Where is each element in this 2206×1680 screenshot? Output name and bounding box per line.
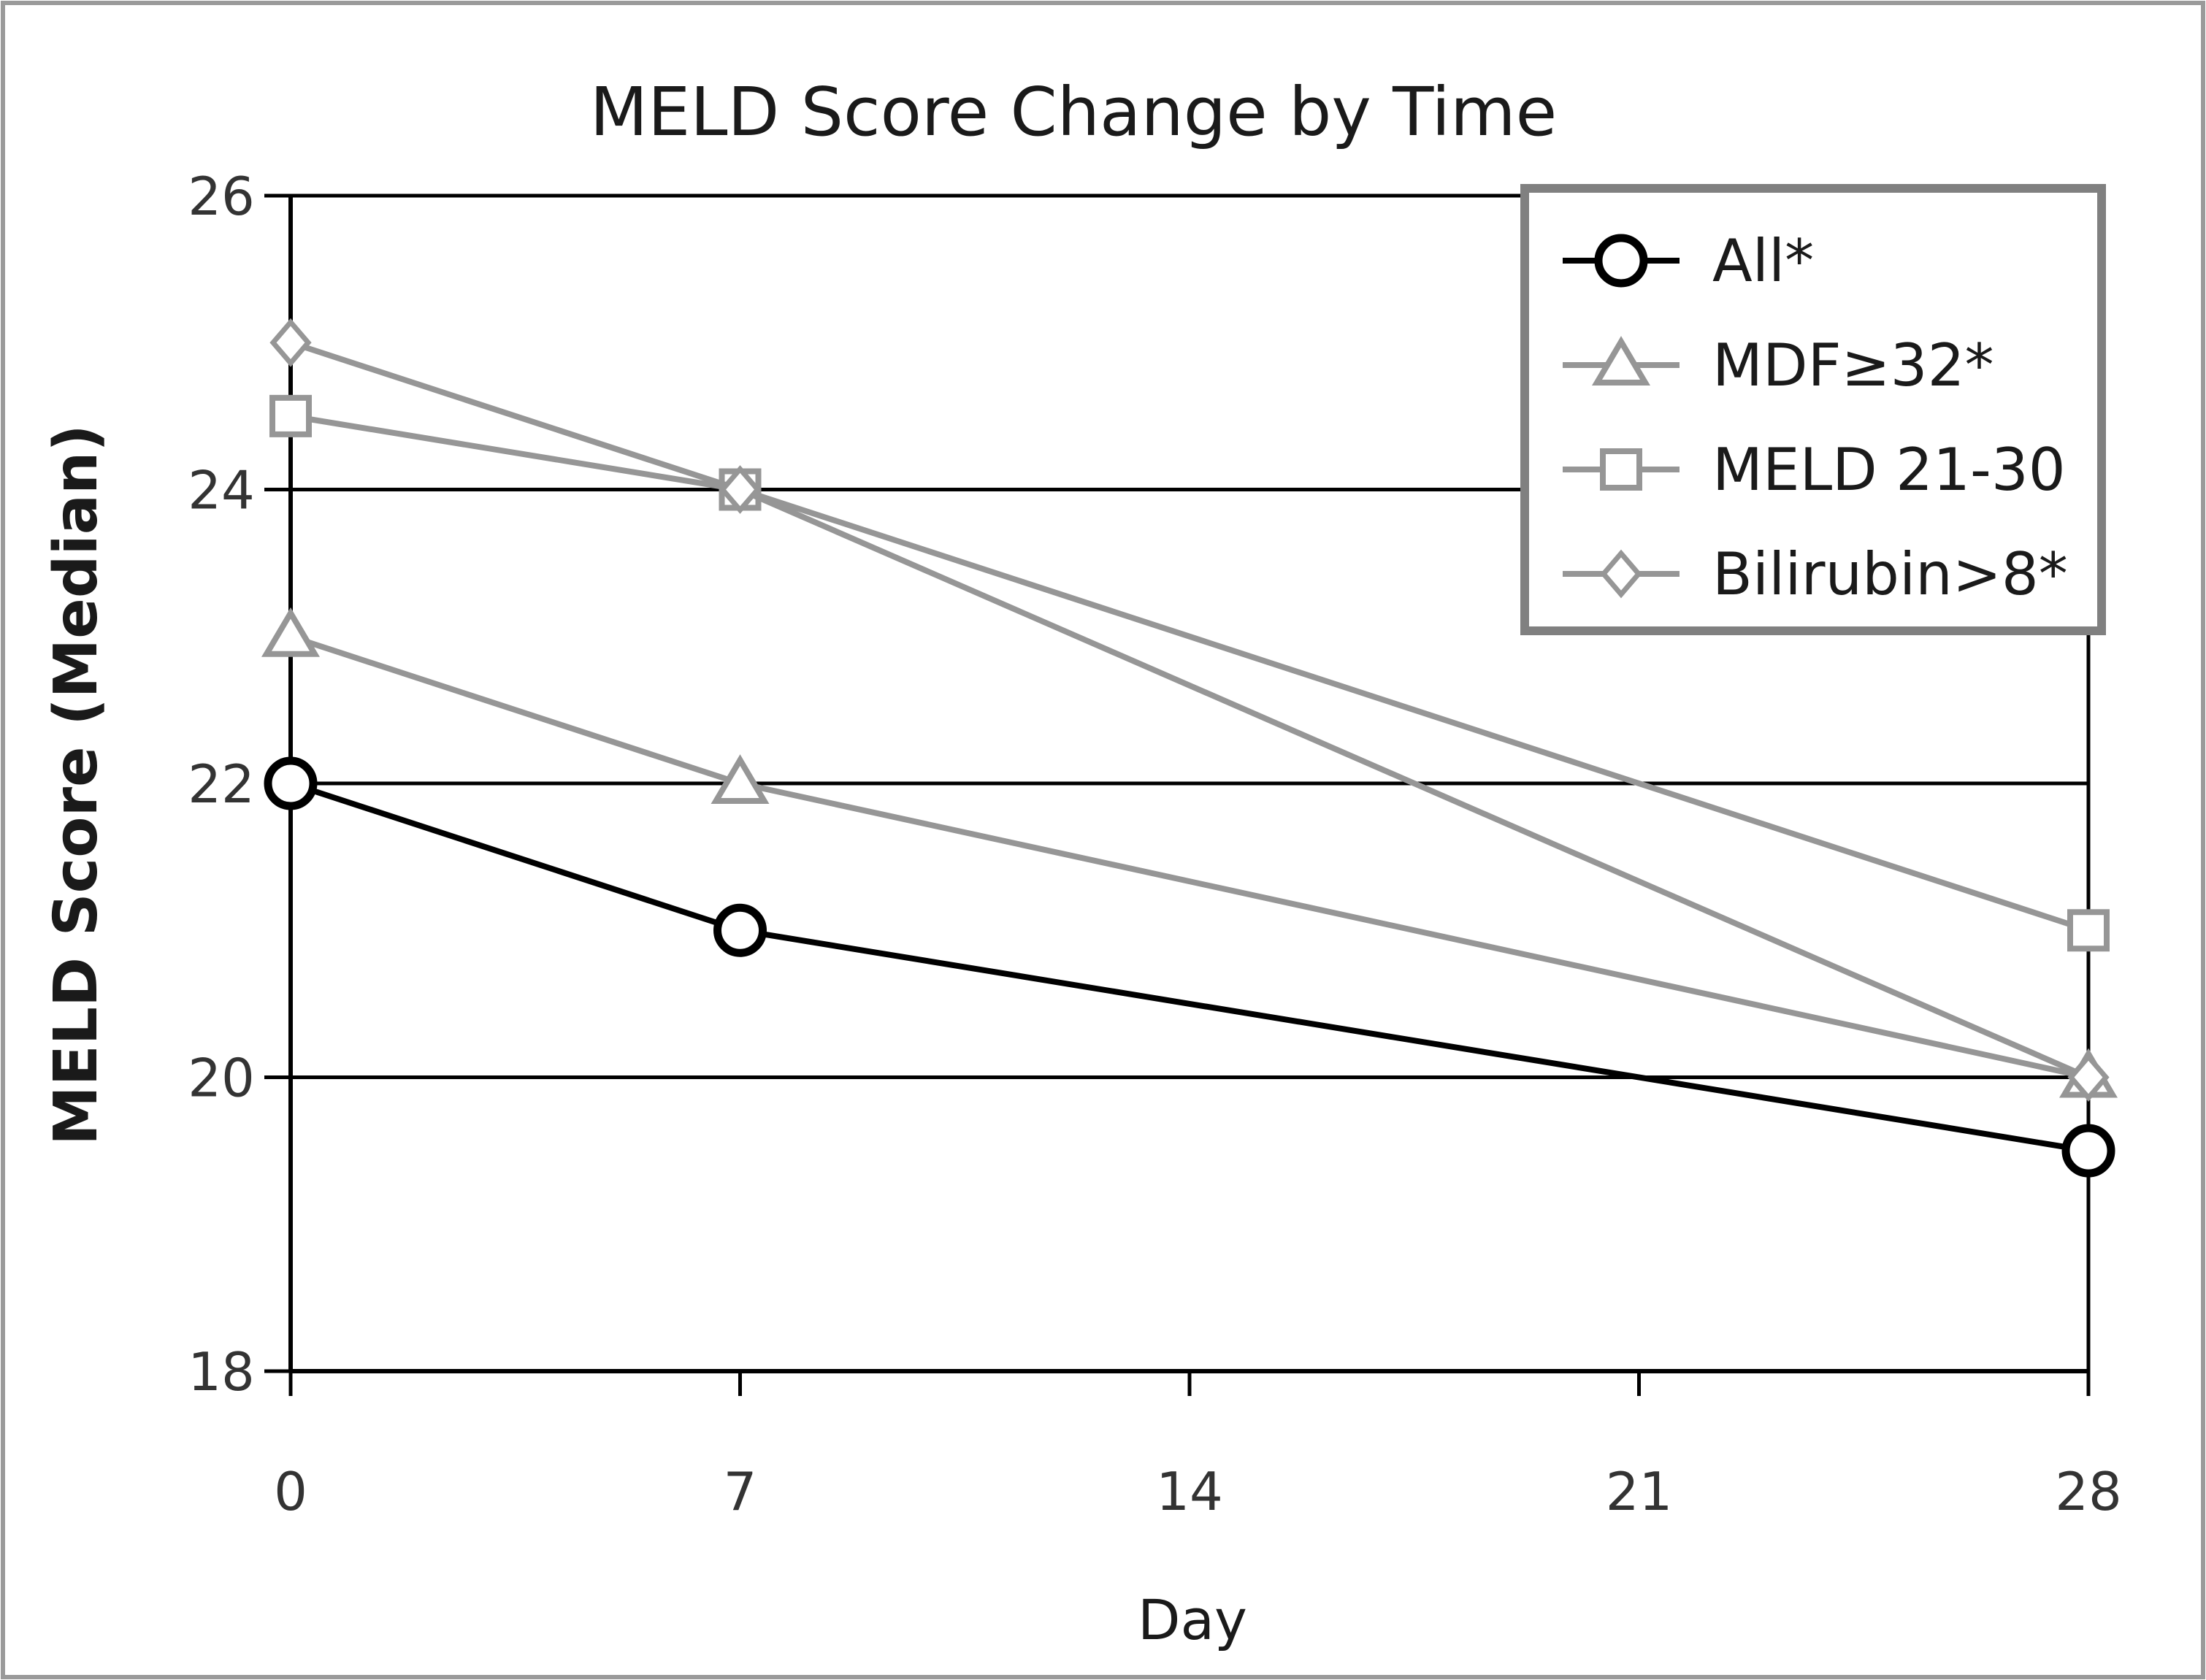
legend-marker: [1594, 234, 1648, 288]
series-bilirubin-8: [269, 318, 2110, 1102]
y-tick-labels: 18 20 22 24 26: [188, 166, 255, 1403]
gridlines: [291, 193, 2088, 1079]
legend-marker: [1600, 448, 1642, 491]
data-point-mdf-32: [261, 607, 320, 657]
legend: All* MDF≥32* MELD 21-30 Bilirubin>8*: [1520, 184, 2106, 635]
legend-item-mdf-32: MDF≥32*: [1563, 331, 1994, 399]
data-point-all: [2061, 1124, 2115, 1178]
x-tick-label: 28: [2055, 1461, 2122, 1522]
data-point-mdf-32: [711, 754, 770, 804]
legend-marker: [1600, 549, 1642, 599]
y-tick-label: 20: [188, 1048, 255, 1109]
data-point-meld-21-30: [269, 394, 312, 437]
x-tick-labels: 0 7 14 21 28: [274, 1461, 2122, 1522]
x-tick-label: 21: [1606, 1461, 1673, 1522]
x-tick-label: 7: [724, 1461, 757, 1522]
legend-label: Bilirubin>8*: [1712, 540, 2068, 608]
series-all: [264, 756, 2115, 1178]
legend-marker: [1592, 336, 1650, 386]
y-tick-label: 26: [188, 166, 255, 227]
legend-label: MDF≥32*: [1712, 331, 1994, 399]
y-axis-title: MELD Score (Median): [42, 424, 111, 1146]
data-point-bilirubin-8: [719, 465, 762, 514]
data-point-bilirubin-8: [269, 318, 312, 367]
legend-items: All* MDF≥32* MELD 21-30 Bilirubin>8*: [1563, 227, 2068, 608]
x-tick-label: 0: [274, 1461, 307, 1522]
x-axis-title: Day: [1138, 1587, 1247, 1652]
y-tick-label: 24: [188, 460, 255, 521]
chart-title: MELD Score Change by Time: [590, 73, 1557, 151]
legend-label: All*: [1712, 227, 1814, 295]
data-point-bilirubin-8: [2067, 1053, 2110, 1102]
data-point-all: [713, 903, 767, 957]
legend-item-bilirubin-8: Bilirubin>8*: [1563, 540, 2068, 608]
data-point-meld-21-30: [2067, 909, 2110, 952]
data-point-all: [264, 756, 318, 810]
y-tick-label: 18: [188, 1341, 255, 1403]
y-tick-label: 22: [188, 753, 255, 815]
legend-label: MELD 21-30: [1712, 436, 2066, 504]
x-tick-label: 14: [1156, 1461, 1223, 1522]
series-layer: [261, 318, 2118, 1178]
legend-item-meld-21-30: MELD 21-30: [1563, 436, 2066, 504]
legend-item-all: All*: [1563, 227, 1814, 295]
